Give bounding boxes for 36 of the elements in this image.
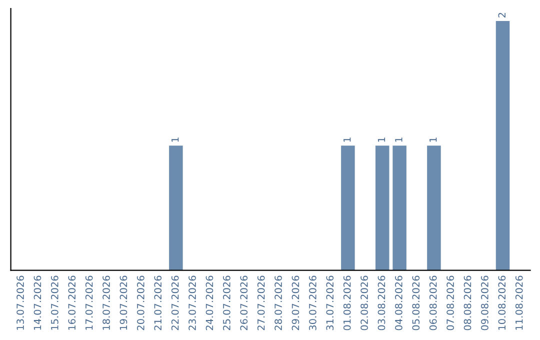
x-tick-label: 18.07.2026 <box>102 276 110 330</box>
x-tick-label: 19.07.2026 <box>120 276 128 330</box>
x-tick-label: 04.08.2026 <box>395 276 402 330</box>
x-tick-label: 01.08.2026 <box>343 276 351 330</box>
x-tick-label: 27.07.2026 <box>257 276 265 330</box>
x-tick-label: 17.07.2026 <box>85 276 93 330</box>
x-tick-label: 22.07.2026 <box>171 276 179 330</box>
x-tick-label: 16.07.2026 <box>68 276 76 330</box>
x-tick-label: 10.08.2026 <box>498 276 506 330</box>
x-tick-label: 26.07.2026 <box>240 276 248 330</box>
x-tick-label: 03.08.2026 <box>378 276 386 330</box>
data-label: 1 <box>378 138 386 142</box>
x-tick-label: 20.07.2026 <box>136 276 144 330</box>
x-tick-label: 15.07.2026 <box>50 276 58 330</box>
x-tick-label: 13.07.2026 <box>16 276 24 330</box>
x-tick-label: 06.08.2026 <box>429 276 437 330</box>
x-tick-label: 02.08.2026 <box>360 276 368 330</box>
x-tick-label: 14.07.2026 <box>34 276 42 330</box>
data-label: 1 <box>172 138 179 142</box>
x-tick-label: 11.08.2026 <box>515 276 523 330</box>
data-label: 2 <box>498 12 506 18</box>
x-tick-label: 21.07.2026 <box>154 276 162 330</box>
x-tick-label: 23.07.2026 <box>188 276 196 330</box>
x-tick-label: 29.07.2026 <box>292 276 300 330</box>
data-label: 1 <box>344 138 351 142</box>
x-tick-label: 05.08.2026 <box>412 276 420 330</box>
data-label: 1 <box>395 138 402 142</box>
x-tick-label: 08.08.2026 <box>464 276 472 330</box>
x-tick-label: 24.07.2026 <box>206 276 214 330</box>
x-tick-label: 28.07.2026 <box>274 276 282 330</box>
x-tick-label: 25.07.2026 <box>223 276 230 330</box>
data-label: 1 <box>430 138 437 142</box>
x-tick-label: 31.07.2026 <box>326 276 334 330</box>
x-tick-label: 09.08.2026 <box>481 276 488 330</box>
x-tick-label: 30.07.2026 <box>309 276 316 330</box>
x-tick-label: 07.08.2026 <box>446 276 454 330</box>
